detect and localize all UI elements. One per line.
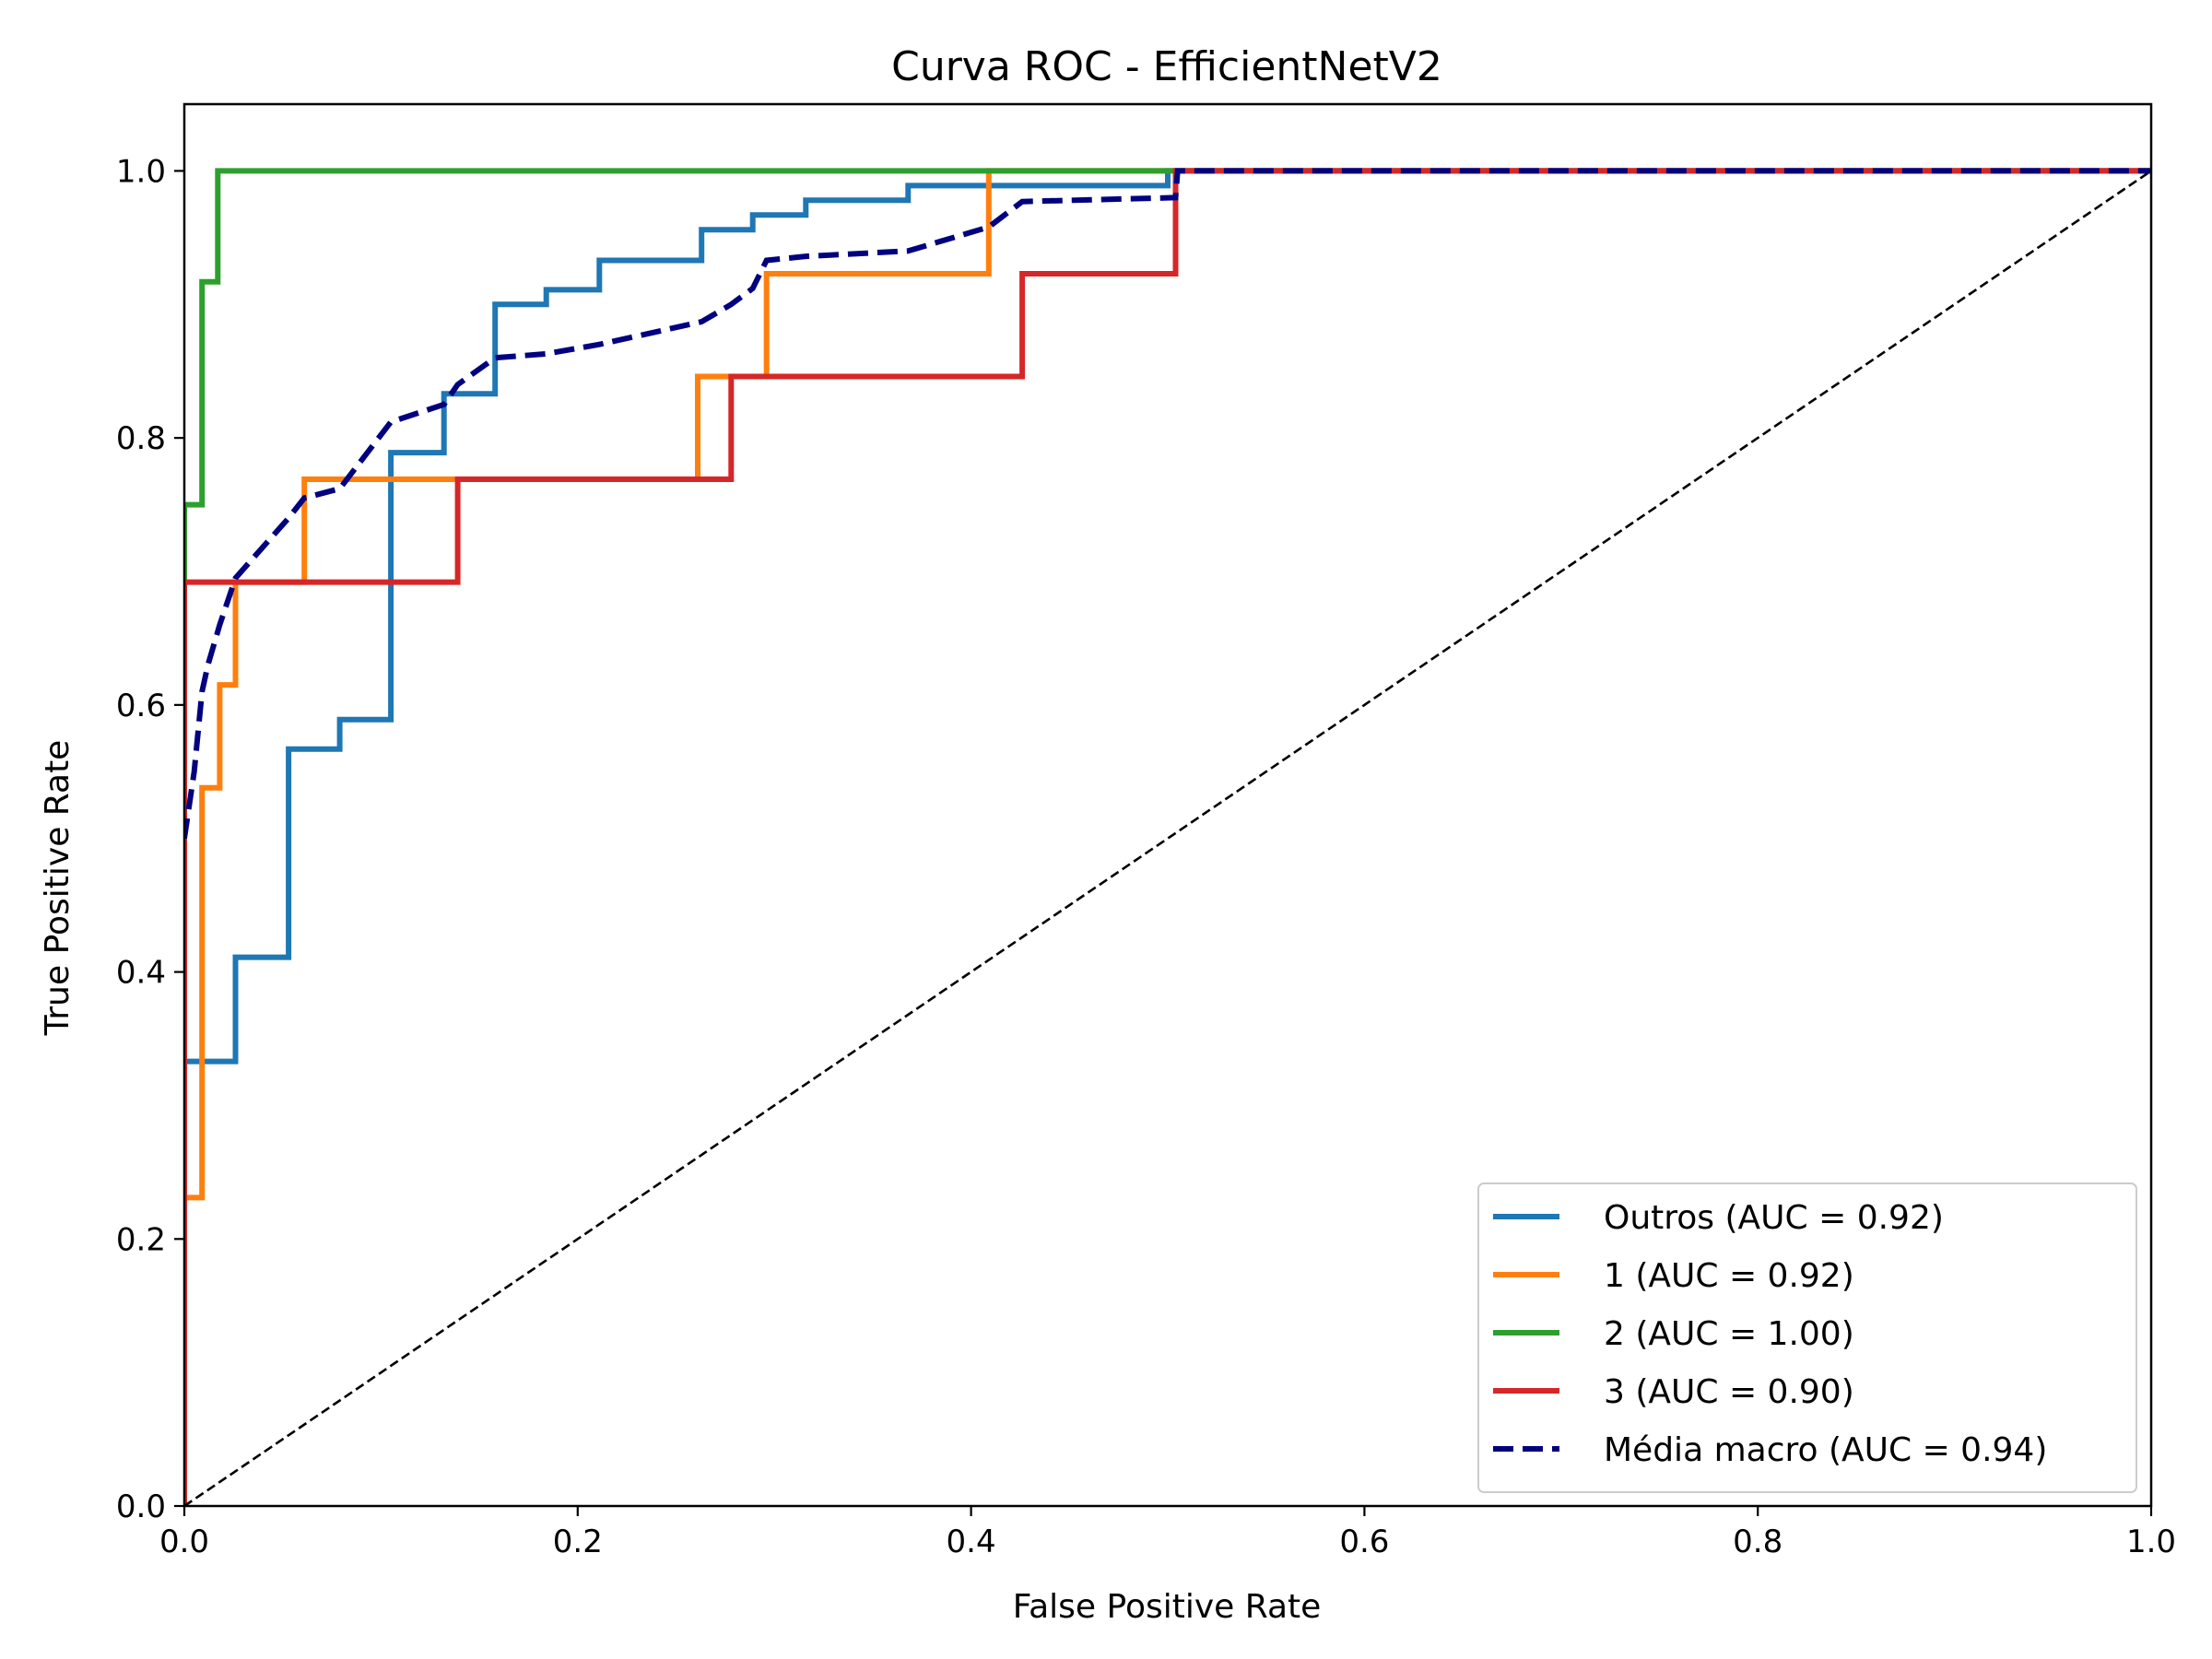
- y-tick-label: 0.0: [116, 1488, 166, 1525]
- x-tick-label: 0.8: [1733, 1524, 1783, 1560]
- x-tick-label: 1.0: [2126, 1524, 2176, 1560]
- y-axis-label: True Positive Rate: [39, 740, 76, 1037]
- legend-box: [1477, 1182, 2137, 1493]
- x-tick-label: 0.4: [947, 1524, 996, 1560]
- x-axis-label: False Positive Rate: [1013, 1588, 1322, 1626]
- y-tick-label: 0.4: [116, 955, 166, 992]
- plot-frame: [182, 102, 2153, 1508]
- axis-ticks: 0.0 0.2 0.4 0.6 0.8 1.0 0.0 0.2 0.4 0.6 0.8 1.0: [116, 153, 2176, 1560]
- series-line-3: [184, 168, 2151, 1506]
- legend: Outros (AUC = 0.92) 1 (AUC = 0.92) 2 (AUC …: [1477, 1182, 2137, 1493]
- y-tick-label: 0.6: [116, 688, 166, 724]
- series-line-2: [184, 168, 2151, 1506]
- legend-label: Média macro (AUC = 0.94): [1604, 1431, 2047, 1469]
- x-tick-label: 0.0: [159, 1524, 209, 1560]
- plot-area: [184, 168, 2151, 1506]
- chart-title: Curva ROC - EfficientNetV2: [891, 43, 1442, 90]
- y-tick-label: 0.2: [116, 1221, 166, 1258]
- legend-label: 2 (AUC = 1.00): [1604, 1315, 1854, 1353]
- x-tick-label: 0.6: [1339, 1524, 1389, 1560]
- y-tick-label: 0.8: [116, 420, 166, 457]
- chance-diagonal-line: [184, 170, 2151, 1506]
- x-tick-label: 0.2: [553, 1524, 603, 1560]
- legend-label: Outros (AUC = 0.92): [1604, 1199, 1944, 1237]
- legend-label: 1 (AUC = 0.92): [1604, 1257, 1854, 1295]
- legend-label: 3 (AUC = 0.90): [1604, 1373, 1854, 1411]
- y-tick-label: 1.0: [116, 153, 166, 190]
- series-line-0: [184, 168, 2151, 1506]
